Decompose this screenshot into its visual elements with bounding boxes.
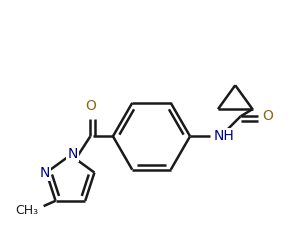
Text: O: O xyxy=(85,99,96,113)
Text: NH: NH xyxy=(214,129,235,143)
Text: O: O xyxy=(263,109,274,123)
Text: CH₃: CH₃ xyxy=(15,204,38,217)
Text: N: N xyxy=(40,166,50,180)
Text: N: N xyxy=(67,147,78,161)
